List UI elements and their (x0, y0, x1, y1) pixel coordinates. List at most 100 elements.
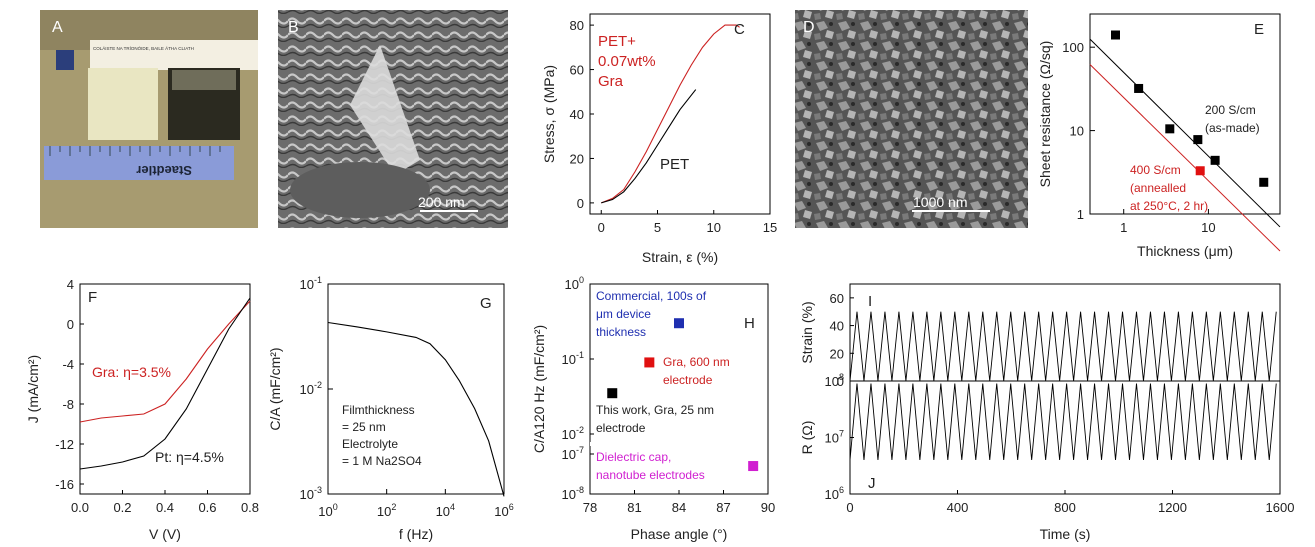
e-point-as-made (1259, 177, 1269, 187)
g-xtick-label: 104 (436, 502, 455, 519)
photo-header-text: COLÁISTE NA TRÍONÓIDE, BAILE ÁTHA CLIATH (93, 45, 194, 51)
g-annotation: = 25 nm (342, 420, 386, 434)
f-xlabel: V (V) (149, 526, 181, 542)
panel-label-g: G (480, 295, 492, 312)
h-annotation-commercial: Commercial, 100s of (596, 289, 707, 303)
e-xlabel: Thickness (μm) (1137, 243, 1233, 259)
e-xtick-label: 10 (1201, 220, 1215, 235)
c-ytick-label: 0 (577, 196, 584, 211)
h-xtick-label: 90 (761, 500, 775, 515)
j-series-r (849, 383, 1277, 461)
f-series-gra (79, 300, 251, 423)
panel-d-sem-image: D 1000 nm (795, 10, 1028, 228)
h-xtick-label: 81 (627, 500, 641, 515)
f-ytick-label: -12 (55, 437, 74, 452)
h-xtick-label: 78 (583, 500, 597, 515)
h-xtick-label: 84 (672, 500, 686, 515)
f-annotation-pt: Pt: η=4.5% (155, 449, 224, 465)
g-annotation: Filmthickness (342, 403, 415, 417)
e-fit-line-0 (1089, 38, 1281, 228)
e-xtick-label: 1 (1120, 220, 1127, 235)
g-ytick-label: 10-3 (300, 485, 322, 502)
panel-e-axes-frame (1089, 13, 1281, 215)
j-xtick-label: 1600 (1266, 500, 1295, 515)
e-ylabel: Sheet resistance (Ω/sq) (1037, 41, 1053, 188)
f-xtick-label: 0.4 (156, 500, 174, 515)
h-ytick-label: 10-8 (562, 485, 584, 502)
g-ylabel: C/A (mF/cm²) (267, 347, 283, 430)
h-annotation-electrode2: electrode (596, 421, 646, 435)
j-xtick-label: 400 (947, 500, 969, 515)
ruler (44, 146, 234, 180)
f-ytick-label: 0 (67, 317, 74, 332)
c-ytick-label: 80 (570, 18, 584, 33)
g-series-ca (327, 321, 505, 497)
panel-label-h: H (744, 315, 755, 332)
ij-xlabel: Time (s) (1040, 526, 1091, 542)
e-annotation-400: 400 S/cm (1130, 163, 1181, 177)
c-annotation-pet: PET (660, 156, 689, 173)
j-xtick-label: 0 (846, 500, 853, 515)
i-ytick-label: 40 (830, 319, 844, 334)
panel-label-c: C (734, 21, 745, 38)
panel-label-i: I (868, 293, 872, 310)
h-xlabel: Phase angle (°) (631, 526, 728, 542)
h-annotation-device: μm device (596, 307, 651, 321)
c-annotation-wt: 0.07wt% (598, 53, 656, 70)
e-annotation-200: 200 S/cm (1205, 103, 1256, 117)
crest-logo (56, 50, 74, 70)
i-ylabel: Strain (%) (799, 301, 815, 363)
i-ytick-label: 0 (837, 374, 844, 389)
h-ytick-label: 10-1 (562, 350, 584, 367)
c-annotation-pet-plus: PET+ (598, 33, 636, 50)
h-annotation-dielectric: Dielectric cap, (596, 450, 671, 464)
e-point-as-made (1193, 135, 1203, 145)
c-xtick-label: 5 (654, 220, 661, 235)
g-ytick-label: 10-2 (300, 380, 322, 397)
c-ytick-label: 40 (570, 107, 584, 122)
e-fit-line-1 (1089, 64, 1281, 252)
f-ylabel: J (mA/cm²) (25, 355, 41, 423)
c-series-pet-gra (601, 24, 740, 204)
panel-i-axes-frame (849, 283, 1281, 382)
g-annotation: Electrolyte (342, 437, 398, 451)
i-ytick-label: 20 (830, 346, 844, 361)
e-point-annealed (1195, 166, 1205, 176)
h-annotation-thickness: thickness (596, 325, 646, 339)
e-point-as-made (1110, 30, 1120, 40)
charts-layer: 0 5 10 15020406080PET+0.07wt%GraPETCStrain,… (25, 13, 1295, 542)
f-xtick-label: 0.6 (198, 500, 216, 515)
scale-bar-b-label: 200 nm (418, 194, 465, 210)
e-ytick-label: 1 (1077, 207, 1084, 222)
panel-label-f: F (88, 289, 97, 306)
i-ytick-label: 60 (830, 291, 844, 306)
h-ylabel: C/A120 Hz (mF/cm²) (531, 325, 547, 453)
h-ytick-label: 100 (565, 275, 584, 292)
j-ytick-label: 106 (825, 485, 844, 502)
c-ytick-label: 20 (570, 151, 584, 166)
j-ylabel: R (Ω) (799, 421, 815, 455)
g-xlabel: f (Hz) (399, 526, 433, 542)
h-annotation-thiswork: This work, Gra, 25 nm (596, 403, 714, 417)
f-ytick-label: 4 (67, 277, 74, 292)
h-annotation-nanotube: nanotube electrodes (596, 468, 705, 482)
c-xtick-label: 10 (707, 220, 721, 235)
f-ytick-label: -8 (62, 397, 74, 412)
e-point-as-made (1165, 124, 1175, 134)
h-annotation-gra600: Gra, 600 nm (663, 355, 730, 369)
panel-b-sem-image: B 200 nm (278, 10, 508, 228)
f-ytick-label: -16 (55, 477, 74, 492)
c-annotation-gra: Gra (598, 73, 624, 90)
e-annotation-as-made: (as-made) (1205, 121, 1260, 135)
c-xlabel: Strain, ε (%) (642, 249, 718, 265)
e-point-as-made (1210, 155, 1220, 165)
f-xtick-label: 0.8 (241, 500, 259, 515)
f-annotation-gra: Gra: η=3.5% (92, 364, 171, 380)
c-ytick-label: 60 (570, 63, 584, 78)
g-ytick-label: 10-1 (300, 275, 322, 292)
c-series-pet (601, 89, 697, 204)
f-xtick-label: 0.2 (113, 500, 131, 515)
panel-a-photo: COLÁISTE NA TRÍONÓIDE, BAILE ÁTHA CLIATH… (40, 10, 258, 228)
f-ytick-label: -4 (62, 357, 74, 372)
